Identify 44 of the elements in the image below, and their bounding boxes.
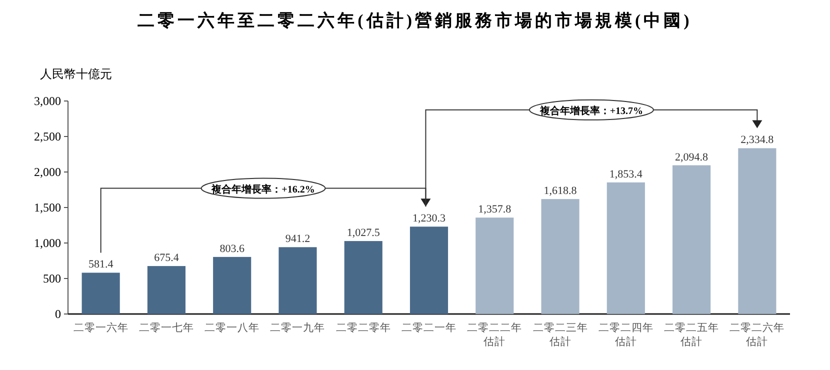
y-tick-label: 2,500 [34, 130, 61, 144]
x-tick-label: 二零二零年 [336, 322, 391, 334]
y-tick-label: 3,000 [34, 94, 61, 108]
y-tick-label: 0 [55, 307, 61, 321]
data-label: 675.4 [154, 252, 180, 264]
bar [410, 226, 448, 314]
data-label: 1,027.5 [346, 227, 380, 240]
y-tick-label: 500 [43, 272, 61, 286]
x-tick-label: 二零二六年估計 [730, 321, 785, 348]
x-tick-label: 二零一九年 [270, 321, 326, 334]
bar [541, 199, 580, 314]
data-label: 2,334.8 [740, 134, 774, 146]
x-tick-label: 二零二五年估計 [664, 322, 720, 348]
x-tick-label: 二零二一年 [402, 322, 456, 334]
x-tick-label: 二零二四年估計 [598, 322, 654, 348]
data-label: 803.6 [220, 242, 245, 255]
annotation: 複合年增長率：+13.7% [538, 104, 644, 117]
bar [278, 247, 317, 314]
y-tick-label: 1,000 [34, 236, 61, 250]
y-tick-label: 1,500 [34, 200, 61, 214]
bar [606, 182, 645, 314]
y-tick-label: 2,000 [34, 165, 61, 179]
data-label: 1,357.8 [478, 204, 512, 216]
x-tick-label: 二零二三年估計 [532, 322, 588, 348]
x-tick-label: 二零一七年 [138, 321, 194, 334]
data-label: 2,094.8 [675, 151, 709, 164]
bar [672, 165, 711, 314]
bar [213, 256, 252, 314]
data-label: 1,618.8 [544, 185, 578, 198]
bar [344, 241, 382, 314]
x-tick-label: 二零二二年估計 [467, 322, 522, 348]
x-tick-label: 二零一八年 [204, 322, 260, 334]
bar [476, 218, 514, 314]
bar [147, 266, 186, 314]
data-label: 1,853.4 [609, 168, 643, 180]
y-axis-title: 人民幣十億元 [40, 67, 112, 81]
annotation: 複合年增長率：+16.2% [210, 183, 315, 196]
data-label: 941.2 [285, 233, 310, 246]
data-label: 1,230.3 [412, 212, 446, 225]
x-tick-label: 二零一六年 [73, 321, 128, 334]
data-label: 581.4 [88, 258, 114, 271]
bar [738, 148, 776, 314]
chart-title: 二零一六年至二零二六年(估計)營銷服務市場的市場規模(中國) [138, 11, 692, 30]
bar [82, 272, 120, 314]
